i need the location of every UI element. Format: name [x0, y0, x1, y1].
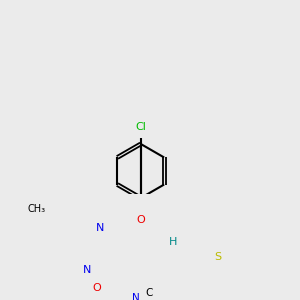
Text: H: H: [169, 237, 178, 247]
Text: CH₃: CH₃: [27, 204, 45, 214]
Text: S: S: [214, 252, 221, 262]
Text: N: N: [83, 265, 91, 275]
Text: Cl: Cl: [135, 122, 146, 132]
Text: N: N: [132, 293, 140, 300]
Text: O: O: [92, 283, 101, 293]
Text: O: O: [136, 215, 145, 225]
Text: C: C: [146, 288, 153, 298]
Text: N: N: [96, 224, 104, 233]
